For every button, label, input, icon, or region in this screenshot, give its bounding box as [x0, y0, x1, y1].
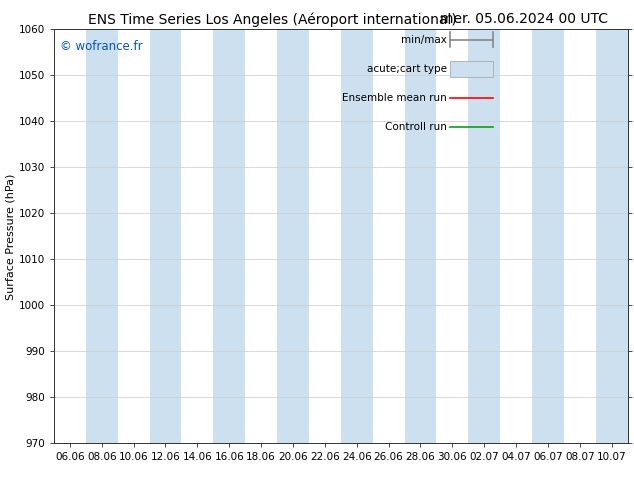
Text: mer. 05.06.2024 00 UTC: mer. 05.06.2024 00 UTC: [441, 12, 609, 26]
Bar: [596, 29, 628, 443]
Bar: [532, 29, 564, 443]
Text: min/max: min/max: [401, 35, 447, 45]
Bar: [450, 61, 493, 76]
Bar: [469, 29, 500, 443]
Text: acute;cart type: acute;cart type: [367, 64, 447, 74]
Bar: [277, 29, 309, 443]
Bar: [341, 29, 373, 443]
Text: © wofrance.fr: © wofrance.fr: [60, 40, 142, 53]
Bar: [86, 29, 118, 443]
Bar: [150, 29, 181, 443]
Bar: [404, 29, 436, 443]
Text: ENS Time Series Los Angeles (Aéroport international): ENS Time Series Los Angeles (Aéroport in…: [87, 12, 456, 27]
Text: Ensemble mean run: Ensemble mean run: [342, 93, 447, 103]
Y-axis label: Surface Pressure (hPa): Surface Pressure (hPa): [6, 173, 16, 299]
Bar: [213, 29, 245, 443]
Text: Controll run: Controll run: [385, 122, 447, 132]
